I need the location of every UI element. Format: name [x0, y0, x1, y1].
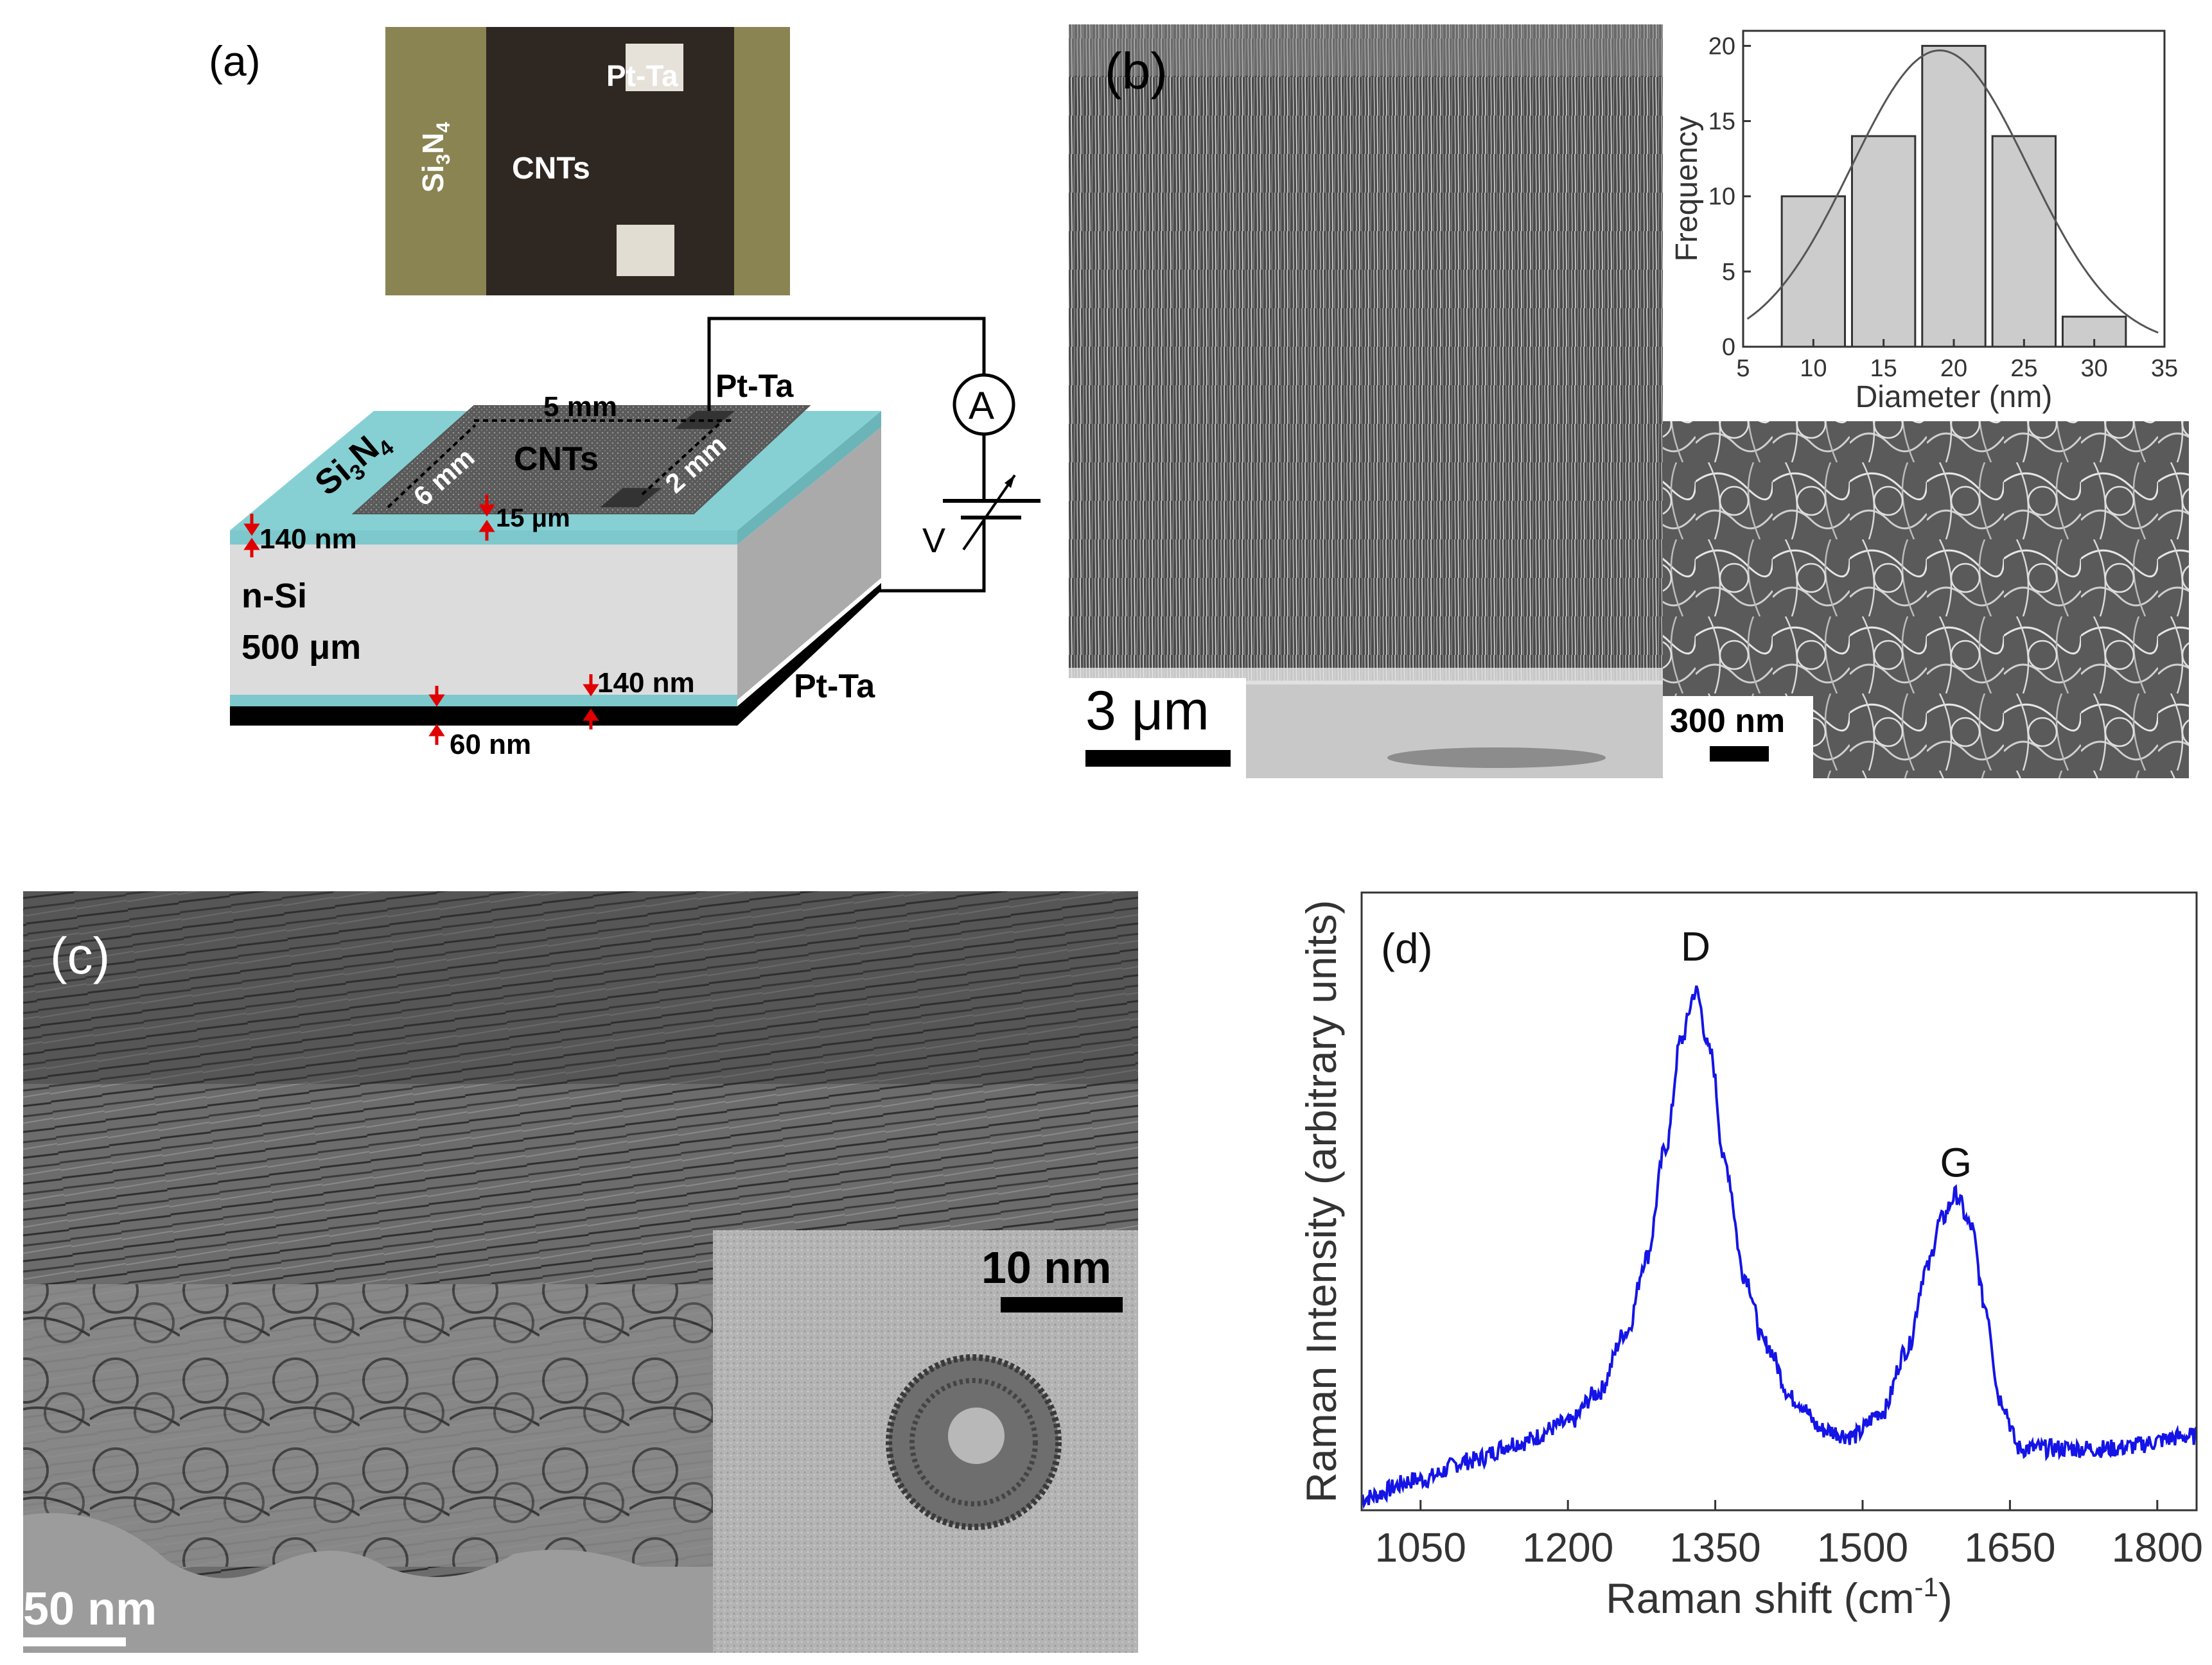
gaussian-fit-line	[1746, 49, 2159, 334]
photo-pt-ta-label: Pt-Ta	[606, 59, 678, 92]
panel-a-label: (a)	[209, 37, 261, 85]
cnts-label: CNTs	[514, 440, 599, 478]
scale-box-300nm	[1663, 696, 1813, 778]
device-photo: Pt-Ta CNTs Si3N4	[385, 27, 790, 295]
dim-5mm-label: 5 mm	[543, 391, 617, 423]
scale-label-300nm: 300 nm	[1670, 702, 1785, 740]
histogram-x-tick-label: 35	[2151, 355, 2178, 382]
raman-plot-frame	[1360, 891, 2198, 1512]
histogram-bar	[1921, 44, 1987, 348]
histogram-y-tick-label: 0	[1722, 334, 1735, 361]
top-pt-ta-label: Pt-Ta	[715, 368, 794, 404]
sem-main-image	[1069, 24, 2189, 778]
n-si-label: n-Si	[241, 577, 307, 615]
panel-c-label: (c)	[50, 927, 110, 984]
histogram-x-tick-label: 20	[1940, 355, 1967, 382]
scale-bar-300nm	[1710, 746, 1769, 762]
scale-bar-10nm	[1001, 1297, 1123, 1312]
raman-x-tick-label: 1500	[1817, 1524, 1908, 1571]
scale-label-50nm: 50 nm	[23, 1583, 157, 1635]
scale-label-3um: 3 μm	[1085, 680, 1209, 742]
histogram-bar	[1780, 195, 1847, 348]
histogram-x-tick-label: 15	[1870, 355, 1897, 382]
scale-bar-50nm	[23, 1637, 126, 1646]
histogram-x-tick-label: 30	[2081, 355, 2108, 382]
raman-spectrum: 1050 1200 1350 1500 1650 1800 D G (d) Raman shift…	[1297, 891, 2203, 1622]
raman-peak-label: D	[1681, 923, 1710, 970]
raman-x-tick-label: 1650	[1964, 1524, 2055, 1571]
dim-60nm-label: 60 nm	[450, 729, 531, 760]
photo-si3n4-label: Si3N4	[416, 122, 454, 193]
raman-x-axis-label: Raman shift (cm-1)	[1606, 1572, 1953, 1622]
raman-x-tick-label: 1200	[1522, 1524, 1613, 1571]
histogram-y-tick-label: 5	[1722, 259, 1735, 286]
bottom-pt-ta-label: Pt-Ta	[794, 668, 875, 705]
histogram-bar	[1991, 135, 2057, 348]
raman-peak-label: G	[1940, 1140, 1972, 1186]
device-schematic: A V Pt-Ta 5 mm CNTs 6 mm 2 mm Si3N4 15 μ…	[230, 317, 1040, 760]
panel-b-label: (b)	[1105, 42, 1168, 100]
scale-label-10nm: 10 nm	[981, 1242, 1111, 1293]
raman-series-line	[1360, 985, 2198, 1510]
histogram-x-tick-label: 25	[2010, 355, 2037, 382]
histogram-bar	[1850, 135, 1917, 348]
ammeter-label: A	[969, 384, 994, 427]
scale-bar-3um	[1085, 750, 1231, 767]
histogram-y-tick-label: 15	[1708, 109, 1735, 135]
histogram-x-axis-label: Diameter (nm)	[1856, 380, 2053, 414]
histogram-x-tick-label: 5	[1736, 355, 1750, 382]
histogram-y-tick-label: 20	[1708, 33, 1735, 60]
histogram-x-tick-label: 10	[1800, 355, 1827, 382]
raman-x-tick-label: 1350	[1669, 1524, 1760, 1571]
histogram-y-tick-label: 10	[1708, 184, 1735, 211]
raman-y-axis-label: Raman Intensity (arbitrary units)	[1297, 900, 1345, 1503]
dim-140nm-top-label: 140 nm	[259, 523, 357, 555]
raman-x-tick-label: 1050	[1375, 1524, 1466, 1571]
dim-15um-label: 15 μm	[496, 504, 570, 532]
panel-d-label: (d)	[1381, 925, 1433, 972]
voltage-label: V	[922, 521, 945, 560]
dim-140nm-bottom-label: 140 nm	[597, 667, 695, 699]
photo-cnts-label: CNTs	[512, 152, 590, 186]
tem-inset-image	[713, 1230, 1138, 1653]
n-si-thickness-label: 500 μm	[241, 628, 361, 667]
histogram-y-axis-label: Frequency	[1670, 116, 1704, 262]
raman-x-tick-label: 1800	[2112, 1524, 2203, 1571]
